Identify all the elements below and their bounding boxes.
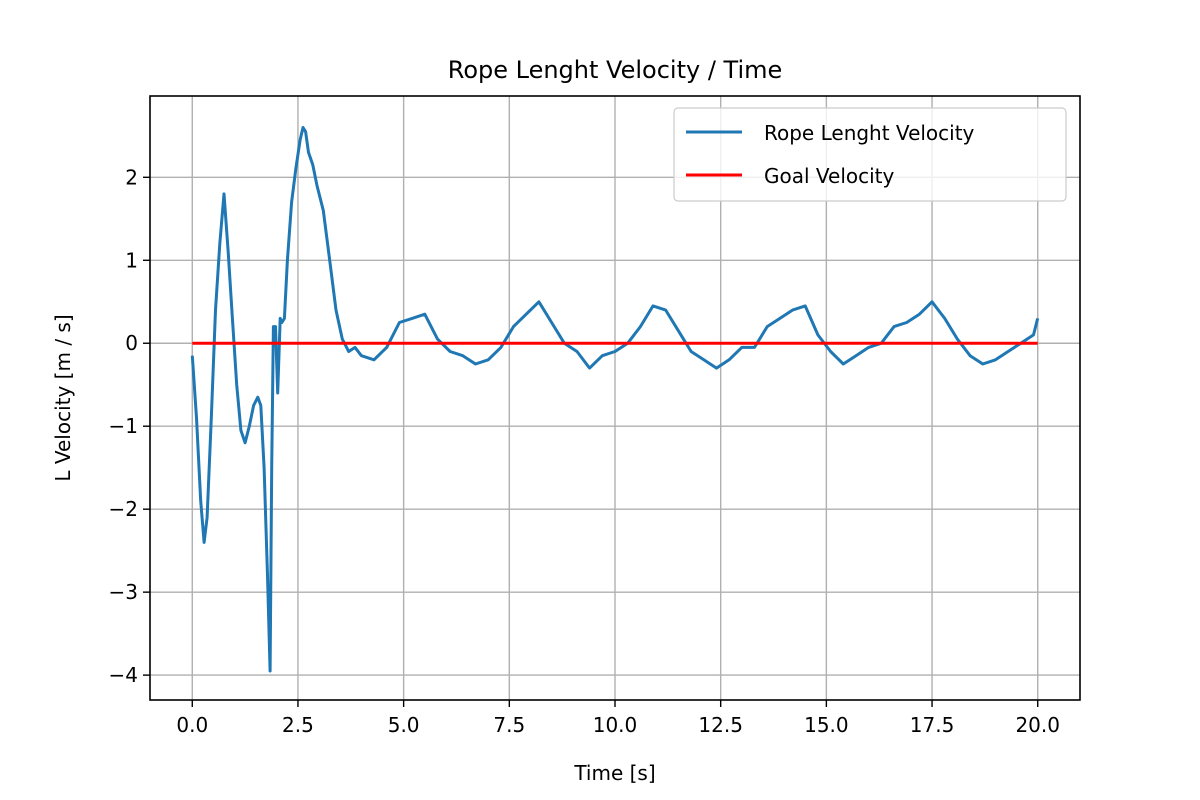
legend-label-rope-velocity: Rope Lenght Velocity: [764, 121, 975, 145]
x-tick-label: 15.0: [804, 713, 849, 737]
x-tick-label: 12.5: [698, 713, 743, 737]
y-tick-label: −2: [109, 497, 138, 521]
series-layer: [190, 126, 1040, 673]
y-axis-label: L Velocity [m / s]: [51, 314, 75, 481]
y-tick-label: −4: [109, 663, 138, 687]
legend: Rope Lenght Velocity Goal Velocity: [673, 107, 1067, 202]
legend-frame: [673, 107, 1067, 202]
y-tick-label: 2: [125, 165, 138, 189]
series-line-rope-velocity: [190, 126, 1040, 673]
chart-title: Rope Lenght Velocity / Time: [448, 56, 783, 84]
legend-label-goal-velocity: Goal Velocity: [764, 164, 895, 188]
x-tick-label: 0.0: [176, 713, 208, 737]
x-tick-label: 7.5: [493, 713, 525, 737]
tick-layer: 0.0 2.5 5.0 7.5 10.0 12.5 15.0 17.5 20.0 −4 −3 −2 −1…: [109, 165, 1060, 737]
x-tick-label: 20.0: [1015, 713, 1060, 737]
x-tick-label: 5.0: [388, 713, 420, 737]
y-tick-label: 0: [125, 331, 138, 355]
x-tick-label: 2.5: [282, 713, 314, 737]
y-tick-label: 1: [125, 248, 138, 272]
x-tick-label: 17.5: [910, 713, 955, 737]
y-tick-label: −3: [109, 580, 138, 604]
x-tick-label: 10.0: [593, 713, 638, 737]
y-tick-label: −1: [109, 414, 138, 438]
x-axis-label: Time [s]: [573, 761, 655, 785]
